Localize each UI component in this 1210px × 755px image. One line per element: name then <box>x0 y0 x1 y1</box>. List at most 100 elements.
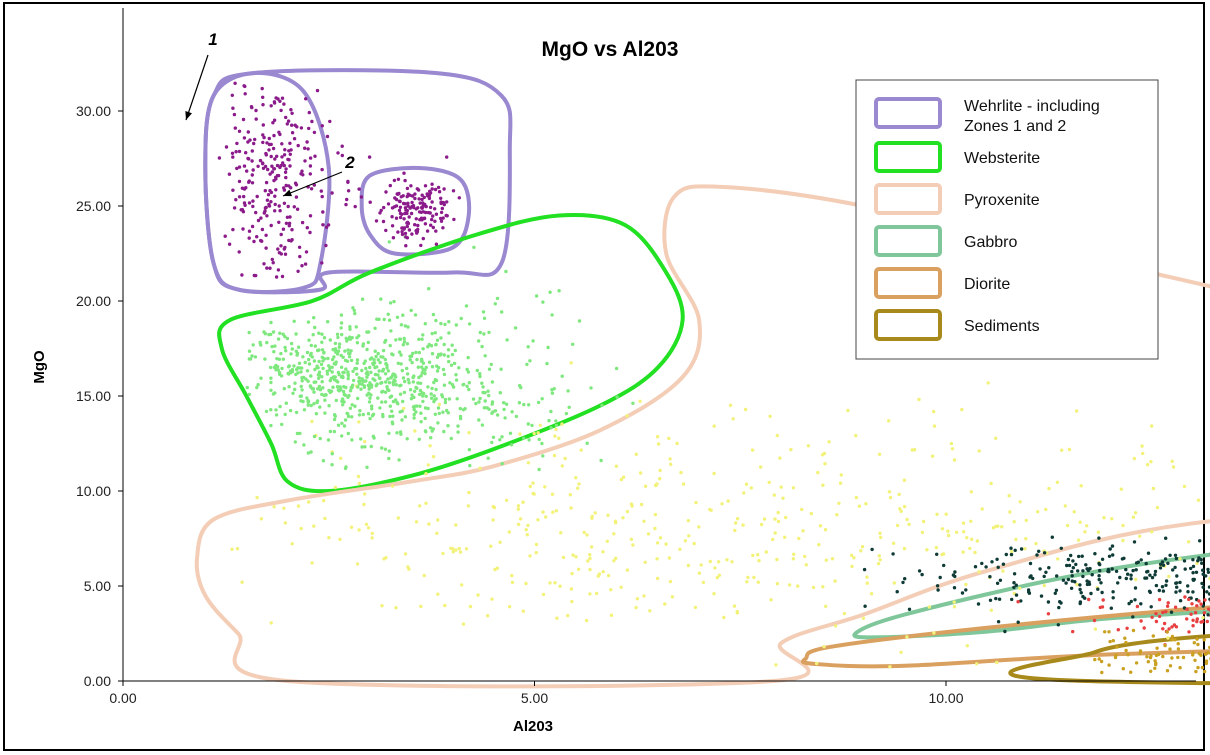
data-point <box>1063 504 1068 508</box>
data-point <box>1196 642 1200 647</box>
data-point <box>353 366 357 371</box>
data-point <box>419 243 423 248</box>
data-point <box>951 573 956 577</box>
data-point <box>521 500 525 504</box>
zone-annotations: 12 <box>185 30 355 197</box>
data-point <box>394 606 398 610</box>
data-point <box>307 357 311 362</box>
data-point <box>1174 556 1179 561</box>
data-point <box>830 557 835 561</box>
data-point <box>842 611 847 616</box>
data-point <box>406 565 410 569</box>
data-point <box>332 429 337 434</box>
data-point <box>349 349 353 353</box>
data-point <box>388 404 392 408</box>
data-point <box>403 178 407 183</box>
data-point <box>1096 530 1101 534</box>
data-point <box>275 163 280 168</box>
data-point <box>383 357 387 362</box>
data-point <box>267 332 271 337</box>
data-point <box>261 103 265 107</box>
data-point <box>306 379 310 383</box>
data-point <box>850 564 854 569</box>
data-point <box>1074 562 1078 567</box>
data-point <box>360 377 364 381</box>
data-point <box>350 415 354 419</box>
data-point <box>1168 647 1172 651</box>
data-point <box>230 547 234 551</box>
data-point <box>493 567 497 572</box>
data-point <box>311 333 315 337</box>
data-point <box>420 391 424 395</box>
data-point <box>1200 581 1204 586</box>
data-point <box>240 580 244 584</box>
data-point <box>433 219 437 223</box>
data-point <box>280 274 285 279</box>
data-point <box>272 133 276 138</box>
data-point <box>1167 574 1171 579</box>
data-point <box>815 661 819 666</box>
data-point <box>267 142 272 147</box>
data-point <box>1195 619 1199 624</box>
data-point <box>430 429 434 433</box>
data-point <box>283 245 287 250</box>
data-point <box>1133 511 1138 515</box>
data-point <box>336 335 340 340</box>
data-point <box>1200 665 1205 670</box>
data-point <box>265 340 269 345</box>
data-point <box>1148 573 1152 577</box>
data-point <box>536 400 541 405</box>
data-point <box>1170 459 1174 463</box>
data-point <box>585 441 589 445</box>
data-point <box>434 378 439 383</box>
data-point <box>667 556 672 560</box>
data-point <box>1173 638 1177 642</box>
data-point <box>1042 574 1046 579</box>
data-point <box>237 165 242 169</box>
data-point <box>615 395 619 399</box>
data-point <box>283 170 288 174</box>
data-point <box>410 360 414 365</box>
y-tick-label: 15.00 <box>76 388 111 404</box>
data-point <box>379 297 383 301</box>
data-point <box>1161 654 1165 659</box>
data-point <box>400 226 404 230</box>
data-point <box>935 584 940 588</box>
data-point <box>752 575 756 580</box>
data-point <box>491 410 495 414</box>
data-point <box>409 308 413 313</box>
data-point <box>268 189 272 193</box>
data-point <box>231 188 235 192</box>
data-point <box>287 385 291 389</box>
data-point <box>1060 448 1064 452</box>
data-point <box>366 340 370 345</box>
data-point <box>1200 561 1204 565</box>
series-pyroxenite <box>230 361 1210 669</box>
data-point <box>490 440 494 445</box>
data-point <box>282 186 286 190</box>
arrow-head <box>283 189 292 197</box>
data-point <box>358 379 362 383</box>
data-point <box>370 404 374 408</box>
data-point <box>537 467 541 472</box>
data-point <box>402 226 407 230</box>
data-point <box>302 408 307 412</box>
data-point <box>333 485 338 490</box>
data-point <box>412 412 416 417</box>
data-point <box>1156 652 1161 657</box>
data-point <box>988 598 993 602</box>
chart-title: MgO vs Al203 <box>542 38 679 61</box>
data-point <box>495 296 500 301</box>
data-point <box>389 329 393 333</box>
data-point <box>274 275 279 279</box>
data-point <box>282 102 286 106</box>
data-point <box>265 198 270 202</box>
data-point <box>601 570 605 574</box>
data-point <box>526 422 530 426</box>
data-point <box>1166 561 1170 565</box>
data-point <box>1176 642 1180 646</box>
data-point <box>528 554 532 558</box>
data-point <box>334 379 339 383</box>
data-point <box>466 355 470 360</box>
data-point <box>380 400 384 404</box>
